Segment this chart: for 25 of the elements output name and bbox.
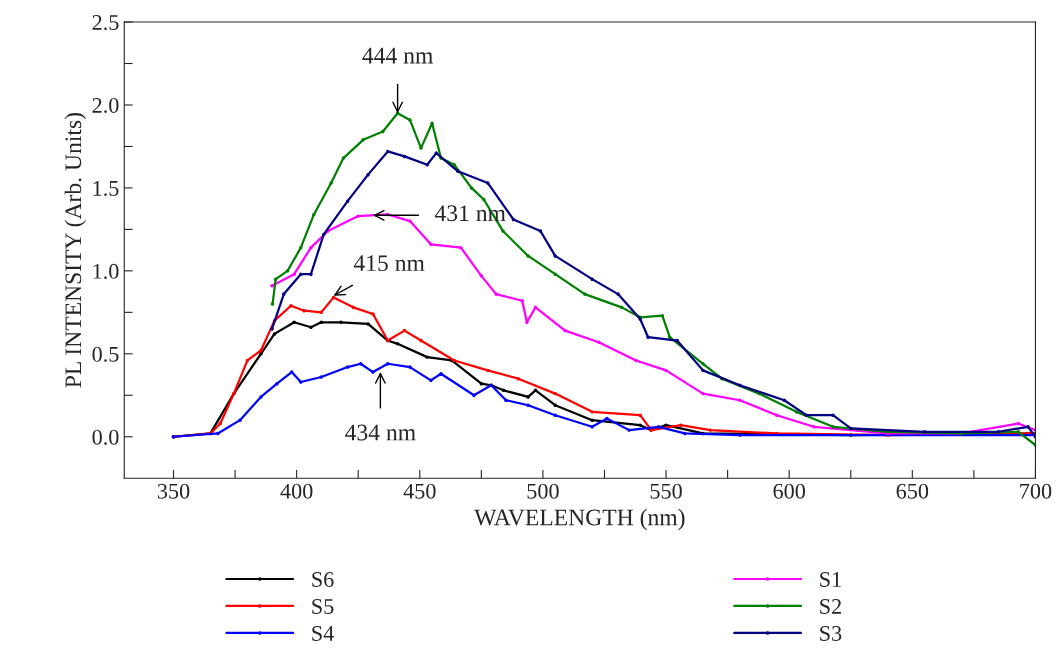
x-tick-label: 550 xyxy=(650,483,682,499)
legend-label: S2 xyxy=(820,599,841,614)
legend-label: S5 xyxy=(312,599,334,614)
legend-label: S4 xyxy=(312,625,334,641)
annotation: 415 nm xyxy=(353,255,425,272)
x-tick-label: 500 xyxy=(527,483,559,499)
y-tick-label: 1.0 xyxy=(93,263,119,279)
legend-label: S1 xyxy=(820,572,841,587)
x-tick-label: 400 xyxy=(280,483,313,499)
x-axis-title: WAVELENGTH (nm) xyxy=(474,508,685,531)
x-tick-label: 700 xyxy=(1020,483,1052,499)
x-tick-label: 600 xyxy=(773,483,805,499)
x-tick-label: 350 xyxy=(157,483,190,499)
y-tick-label: 0.5 xyxy=(92,346,119,362)
y-axis-title: PL INTENSITY (Arb. Units) xyxy=(64,113,87,388)
annotation: 434 nm xyxy=(345,424,416,441)
y-tick-label: 0.0 xyxy=(92,429,119,445)
legend-label: S6 xyxy=(312,572,334,587)
y-tick-label: 2.0 xyxy=(92,97,119,113)
y-tick-label: 2.5 xyxy=(92,15,119,31)
x-tick-label: 450 xyxy=(403,483,436,499)
x-tick-label: 650 xyxy=(896,483,929,499)
y-tick-label: 1.5 xyxy=(93,180,119,196)
legend-label: S3 xyxy=(820,625,842,641)
annotation: 444 nm xyxy=(362,47,433,64)
